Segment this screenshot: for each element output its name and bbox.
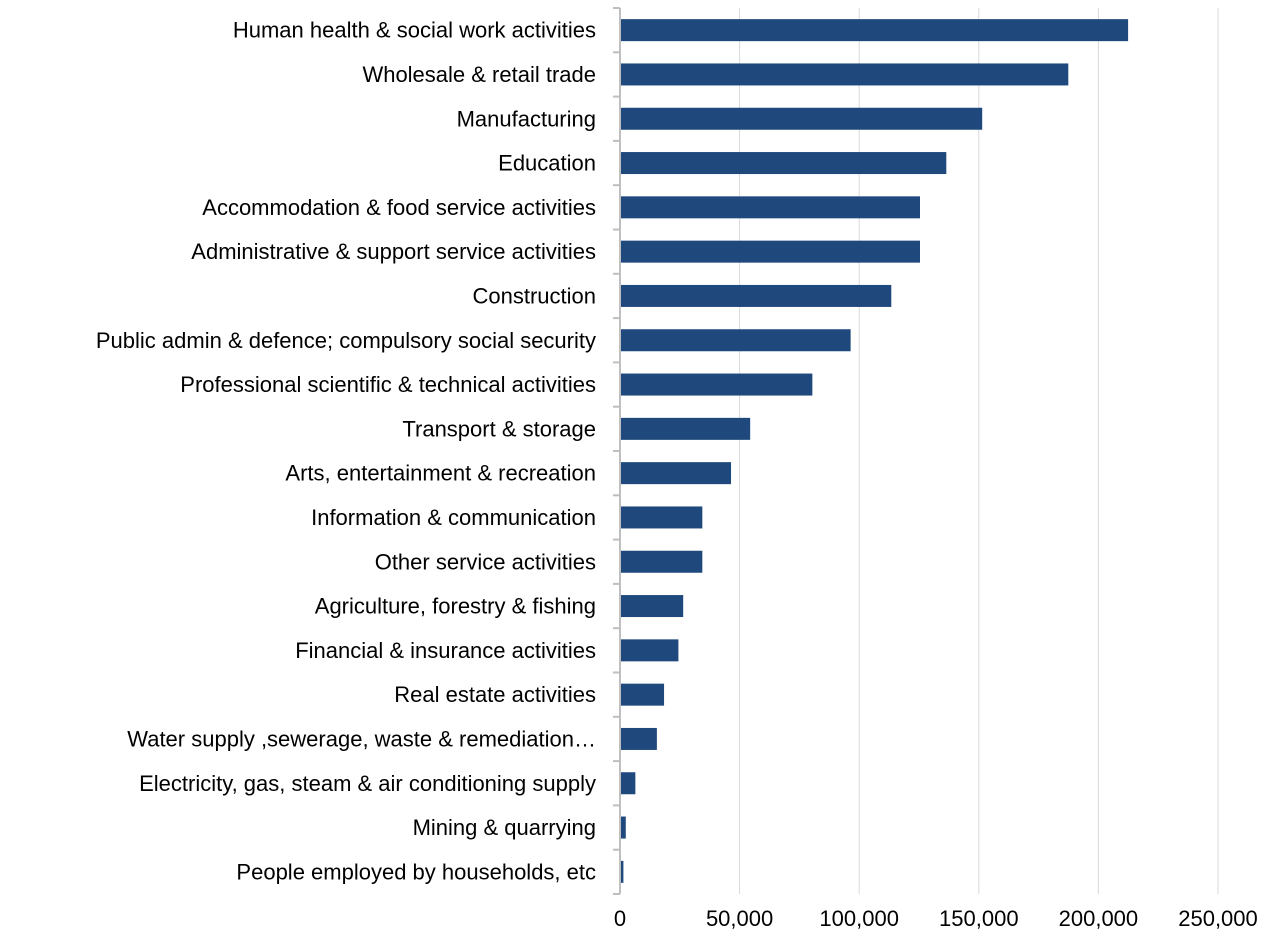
x-tick-label: 50,000 — [706, 906, 773, 931]
category-label: Public admin & defence; compulsory socia… — [96, 328, 596, 353]
bar — [621, 639, 679, 662]
bars — [621, 19, 1129, 883]
category-label: Professional scientific & technical acti… — [180, 372, 596, 397]
category-label: Electricity, gas, steam & air conditioni… — [139, 771, 596, 796]
y-axis — [613, 7, 621, 895]
category-label: Arts, entertainment & recreation — [285, 461, 596, 486]
gridlines — [739, 8, 1219, 894]
category-label: Water supply ,sewerage, waste & remediat… — [127, 726, 596, 751]
bar — [621, 683, 665, 706]
bar — [621, 240, 920, 263]
bar — [621, 550, 703, 573]
category-label: Transport & storage — [402, 416, 596, 441]
category-label: Financial & insurance activities — [295, 638, 596, 663]
bar — [621, 727, 657, 750]
category-label: Wholesale & retail trade — [362, 62, 596, 87]
bar — [621, 462, 732, 485]
bar — [621, 196, 920, 219]
category-label: Mining & quarrying — [413, 815, 596, 840]
category-label: People employed by households, etc — [236, 859, 596, 884]
bar — [621, 19, 1129, 42]
category-label: Accommodation & food service activities — [202, 195, 596, 220]
category-label: Construction — [472, 283, 596, 308]
category-label: Agriculture, forestry & fishing — [315, 594, 596, 619]
category-label: Other service activities — [375, 549, 596, 574]
category-label: Education — [498, 151, 596, 176]
bar — [621, 595, 684, 618]
bar — [621, 772, 636, 795]
bar — [621, 417, 751, 440]
bar — [621, 860, 624, 883]
category-label: Real estate activities — [394, 682, 596, 707]
category-labels: Human health & social work activities Who… — [96, 18, 596, 885]
x-tick-label: 200,000 — [1059, 906, 1139, 931]
category-label: Human health & social work activities — [233, 18, 596, 43]
bar — [621, 506, 703, 529]
x-tick-label: 150,000 — [939, 906, 1019, 931]
category-label: Manufacturing — [457, 106, 596, 131]
bar — [621, 329, 851, 352]
category-label: Information & communication — [311, 505, 596, 530]
x-tick-label: 100,000 — [819, 906, 899, 931]
bar — [621, 107, 983, 130]
bar — [621, 63, 1069, 86]
bar — [621, 373, 813, 396]
bar — [621, 152, 947, 175]
bar — [621, 284, 892, 307]
x-tick-label: 250,000 — [1178, 906, 1258, 931]
x-axis-tick-labels: 0 50,000 100,000 150,000 200,000 250,000 — [614, 906, 1258, 931]
x-tick-label: 0 — [614, 906, 626, 931]
category-label: Administrative & support service activit… — [191, 239, 596, 264]
bar — [621, 816, 626, 839]
